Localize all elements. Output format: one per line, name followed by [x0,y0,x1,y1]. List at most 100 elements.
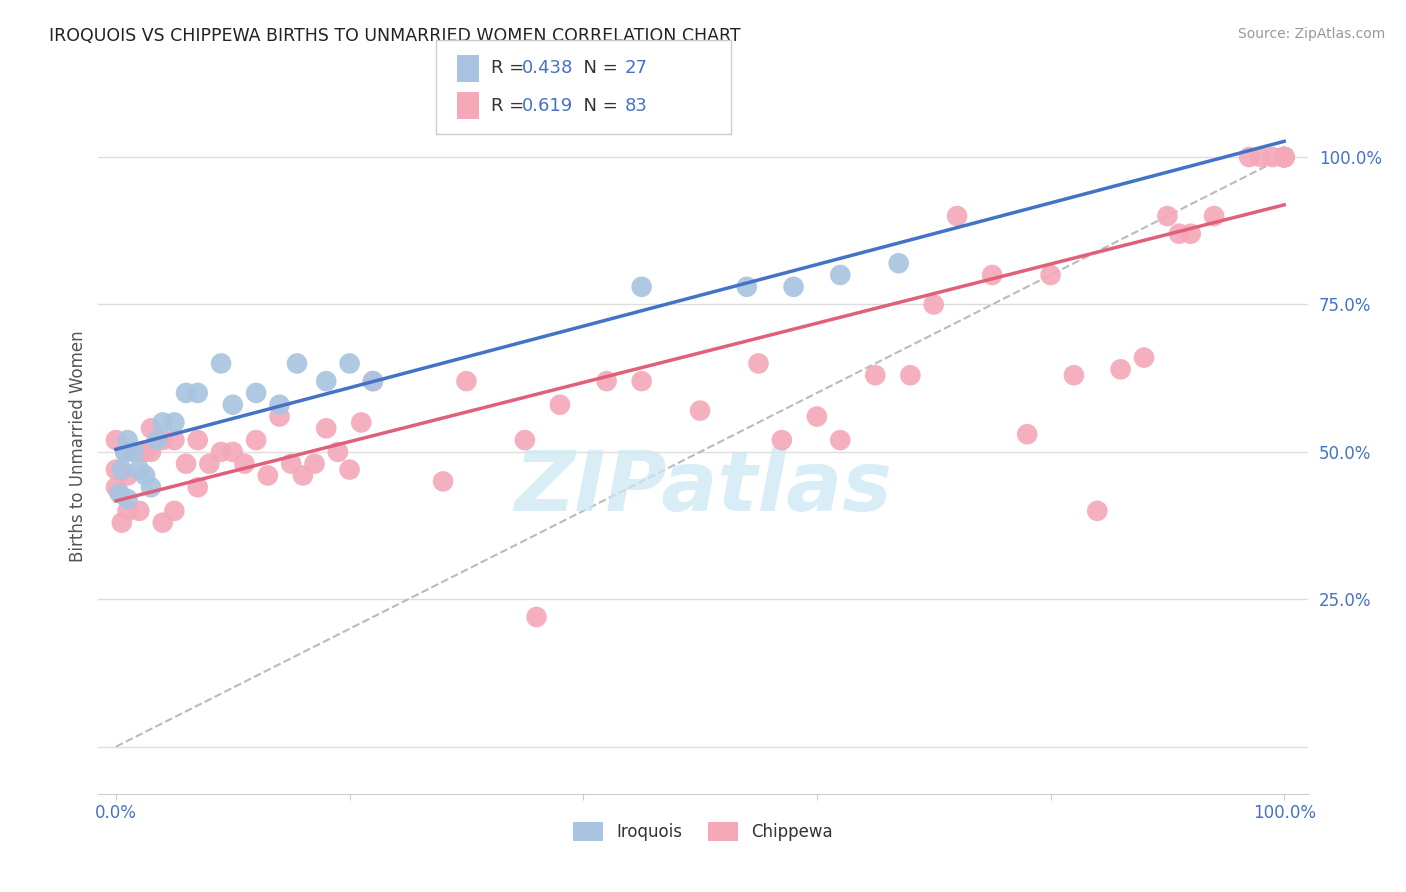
Point [456,374,478,388]
Point [122,445,145,459]
Point [1272,150,1295,164]
Point [163,504,186,518]
Point [1272,150,1295,164]
Point [222,445,245,459]
Point [1272,150,1295,164]
Point [187,386,209,401]
Point [887,256,910,270]
Point [111,516,134,530]
Point [806,409,828,424]
Point [163,433,186,447]
Point [946,209,969,223]
Point [134,445,156,459]
Point [128,462,150,476]
Point [1039,268,1062,282]
Point [315,374,337,388]
Point [174,386,197,401]
Point [114,445,136,459]
Point [1017,427,1039,442]
Point [1063,368,1085,383]
Point [152,433,174,447]
Point [104,433,127,447]
Point [1250,150,1272,164]
Point [1204,209,1226,223]
Point [104,462,127,476]
Point [1272,150,1295,164]
Point [146,433,169,447]
Point [326,445,349,459]
Point [1168,227,1191,241]
Point [104,480,127,494]
Text: IROQUOIS VS CHIPPEWA BIRTHS TO UNMARRIED WOMEN CORRELATION CHART: IROQUOIS VS CHIPPEWA BIRTHS TO UNMARRIED… [49,27,741,45]
Point [174,457,197,471]
Text: 0.619: 0.619 [522,96,572,114]
Text: 0.438: 0.438 [522,60,574,78]
Point [139,421,162,435]
Text: Source: ZipAtlas.com: Source: ZipAtlas.com [1237,27,1385,41]
Point [1272,150,1295,164]
Point [111,462,134,476]
Point [735,280,758,294]
Point [1272,150,1295,164]
Point [304,457,326,471]
Point [139,480,162,494]
Text: R =: R = [491,60,530,78]
Text: 83: 83 [624,96,647,114]
Point [898,368,921,383]
Point [782,280,804,294]
Point [117,433,139,447]
Y-axis label: Births to Unmarried Women: Births to Unmarried Women [69,330,87,562]
Point [630,374,652,388]
Point [128,445,150,459]
Point [922,297,945,311]
Point [1133,351,1156,365]
Point [285,356,308,370]
Point [152,516,174,530]
Point [361,374,384,388]
Point [122,445,145,459]
Point [339,462,361,476]
Point [280,457,302,471]
Text: N =: N = [572,60,624,78]
Point [1272,150,1295,164]
Point [513,433,536,447]
Point [350,416,373,430]
Point [245,433,267,447]
Point [526,610,548,624]
Point [108,486,131,500]
Point [209,356,232,370]
Point [689,403,711,417]
Point [630,280,652,294]
Point [830,268,852,282]
Text: R =: R = [491,96,530,114]
Point [595,374,617,388]
Point [865,368,887,383]
Point [830,433,852,447]
Point [548,398,571,412]
Point [339,356,361,370]
Point [1272,150,1295,164]
Point [1109,362,1132,376]
Point [245,386,267,401]
Point [1272,150,1295,164]
Point [198,457,221,471]
Point [1272,150,1295,164]
Point [269,409,291,424]
Point [128,504,150,518]
Point [1156,209,1178,223]
Text: ZIPatlas: ZIPatlas [515,447,891,528]
Point [256,468,278,483]
Point [152,416,174,430]
Point [1272,150,1295,164]
Point [1272,150,1295,164]
Point [747,356,769,370]
Point [117,468,139,483]
Point [1180,227,1202,241]
Point [269,398,291,412]
Point [1085,504,1108,518]
Point [222,398,245,412]
Point [233,457,256,471]
Point [981,268,1004,282]
Point [187,480,209,494]
Point [134,468,156,483]
